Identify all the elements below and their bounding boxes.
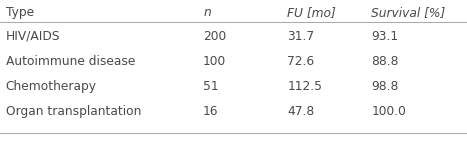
Text: 16: 16 [203,105,219,118]
Text: HIV/AIDS: HIV/AIDS [6,30,60,43]
Text: 88.8: 88.8 [371,55,399,68]
Text: n: n [203,6,211,19]
Text: Survival [%]: Survival [%] [371,6,446,19]
Text: 72.6: 72.6 [287,55,314,68]
Text: Type: Type [6,6,34,19]
Text: Chemotherapy: Chemotherapy [6,80,97,93]
Text: Autoimmune disease: Autoimmune disease [6,55,135,68]
Text: 100.0: 100.0 [371,105,406,118]
Text: 98.8: 98.8 [371,80,399,93]
Text: 100: 100 [203,55,226,68]
Text: 200: 200 [203,30,226,43]
Text: Organ transplantation: Organ transplantation [6,105,141,118]
Text: 112.5: 112.5 [287,80,322,93]
Text: FU [mo]: FU [mo] [287,6,336,19]
Text: 47.8: 47.8 [287,105,314,118]
Text: 93.1: 93.1 [371,30,398,43]
Text: 31.7: 31.7 [287,30,314,43]
Text: 51: 51 [203,80,219,93]
